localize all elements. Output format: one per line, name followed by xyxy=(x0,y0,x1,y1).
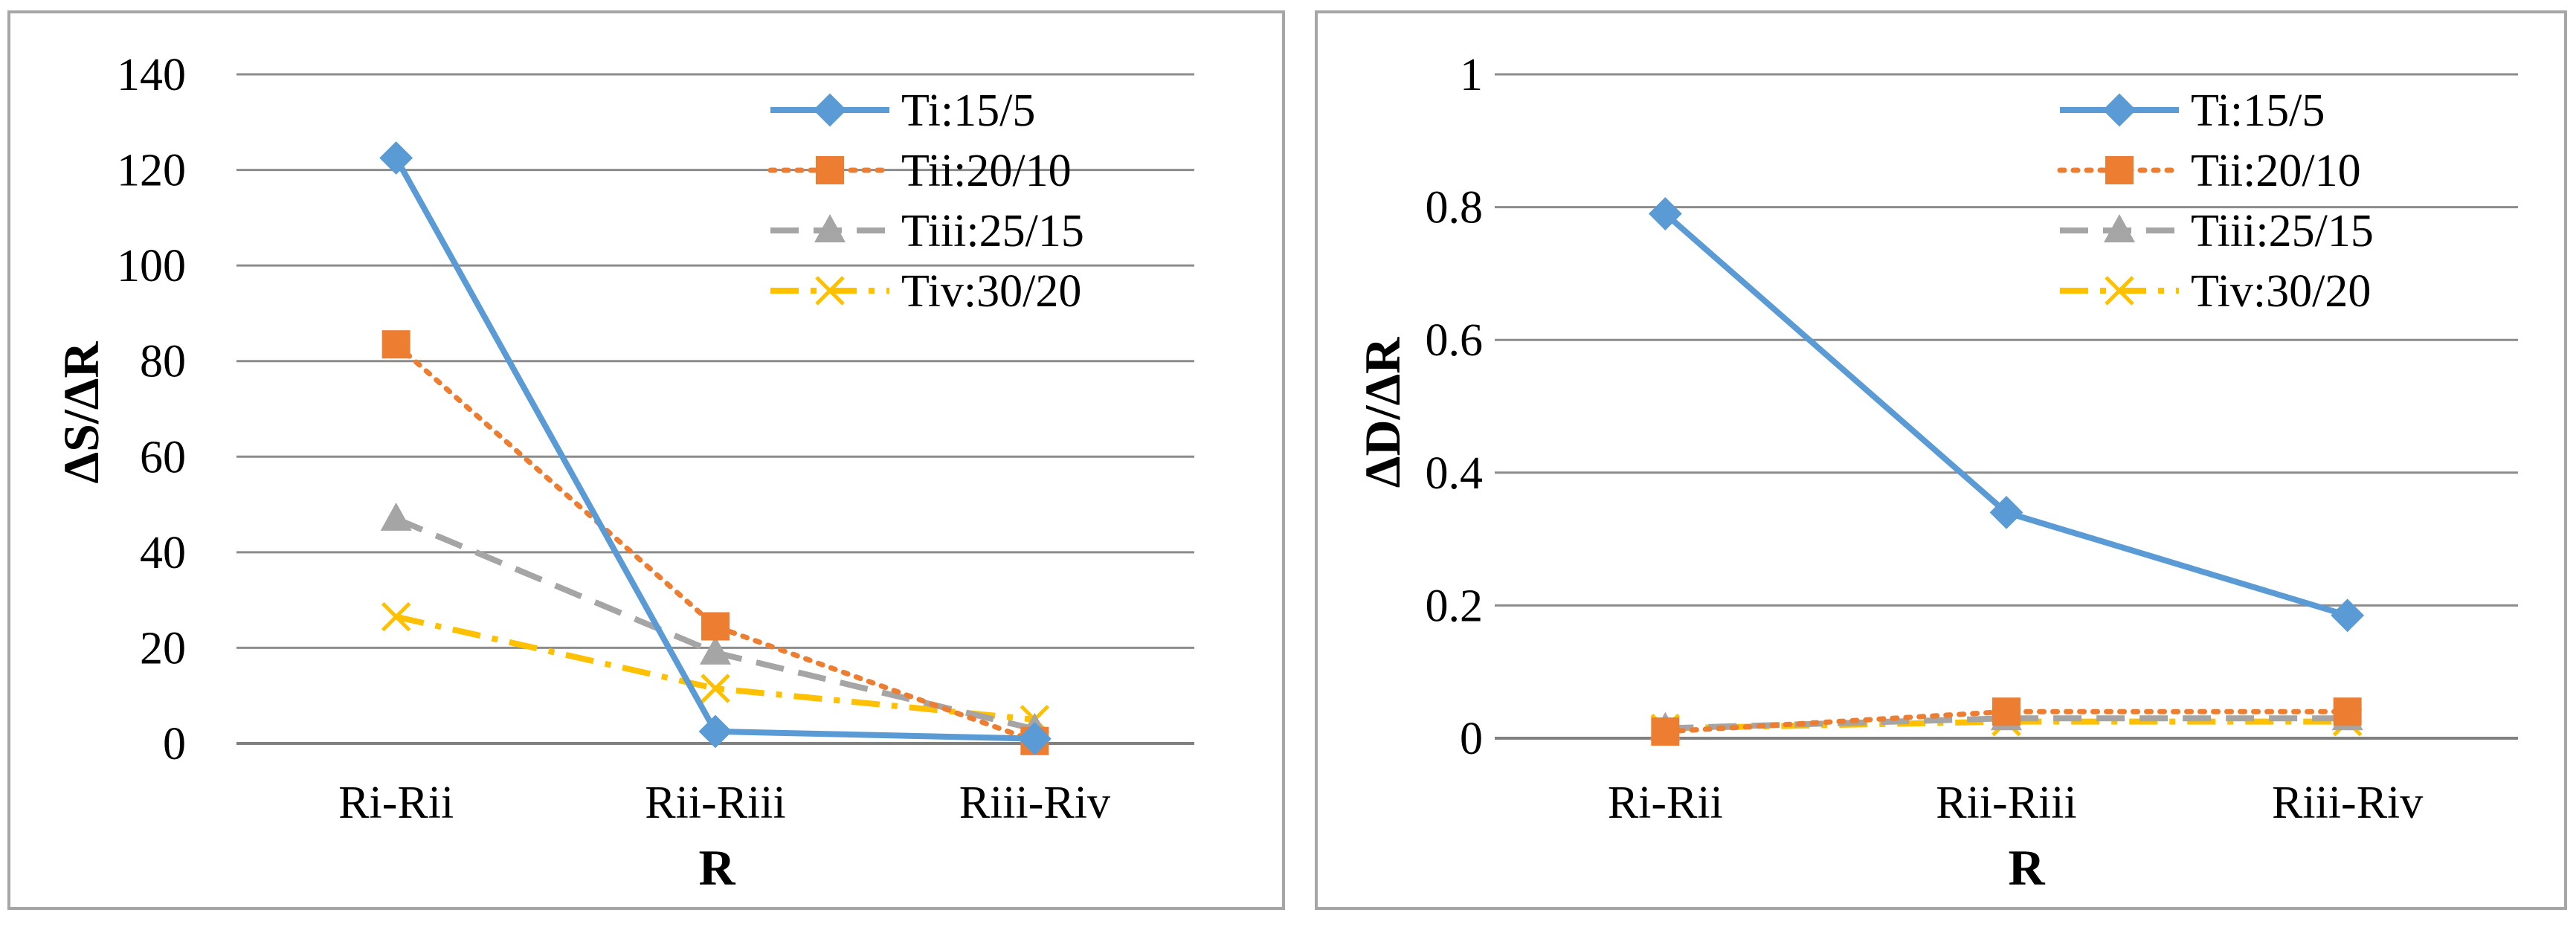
y-tick-label: 140 xyxy=(117,50,186,100)
data-point-marker xyxy=(1989,495,2023,529)
legend-item-ti-15-5: Ti:15/5 xyxy=(770,85,1035,136)
legend-item-tiii-25-15: Tiii:25/15 xyxy=(2060,206,2374,256)
legend-label: Ti:15/5 xyxy=(901,85,1035,136)
data-point-marker xyxy=(379,141,413,175)
y-tick-label: 0.6 xyxy=(1426,315,1484,366)
data-point-marker xyxy=(1017,722,1052,755)
data-point-marker xyxy=(1992,697,2020,726)
x-tick-label: Rii-Riii xyxy=(645,778,785,828)
legend-label: Tiii:25/15 xyxy=(901,206,1084,256)
legend-label: Tii:20/10 xyxy=(2191,146,2361,196)
data-point-marker xyxy=(2333,697,2362,726)
x-axis-title: R xyxy=(698,839,735,896)
legend-item-tii-20-10: Tii:20/10 xyxy=(2057,146,2361,196)
legend-marker xyxy=(816,156,844,184)
y-tick-label: 80 xyxy=(140,337,186,387)
legend-item-ti-15-5: Ti:15/5 xyxy=(2060,85,2325,136)
data-point-marker xyxy=(381,601,411,632)
data-point-marker xyxy=(381,330,410,359)
legend: Ti:15/5 Tii:20/10 Tiii:25/15 Tiv:30/20 xyxy=(2057,85,2374,317)
x-tick-labels: Ri-Rii Rii-Riii Riii-Riv xyxy=(338,778,1110,828)
y-tick-label: 1 xyxy=(1460,50,1483,100)
legend-label: Tii:20/10 xyxy=(901,146,1072,196)
legend-item-tiv-30-20: Tiv:30/20 xyxy=(2060,266,2371,317)
x-axis-title: R xyxy=(2008,839,2045,896)
x-tick-label: Ri-Rii xyxy=(1608,778,1723,828)
legend-item-tiv-30-20: Tiv:30/20 xyxy=(770,266,1081,317)
y-tick-label: 60 xyxy=(140,432,186,482)
series-tii-20-10 xyxy=(1651,697,2362,746)
series-lines xyxy=(1648,197,2365,746)
y-axis-title: ΔD/ΔR xyxy=(1354,337,1411,488)
y-axis-title: ΔS/ΔR xyxy=(53,341,109,484)
y-tick-label: 120 xyxy=(117,146,186,196)
legend-marker xyxy=(2104,214,2135,242)
y-tick-label: 0 xyxy=(1460,714,1483,764)
y-tick-labels: 0 0.2 0.4 0.6 0.8 1 xyxy=(1426,50,1484,764)
chart-panel-delta-d: 0 0.2 0.4 0.6 0.8 1 Ri-Rii Rii-Riii Riii-Riv ΔD… xyxy=(1315,10,2567,910)
data-point-marker xyxy=(698,714,732,749)
y-tick-label: 40 xyxy=(140,528,186,578)
legend-item-tiii-25-15: Tiii:25/15 xyxy=(770,206,1084,256)
legend-marker xyxy=(2102,93,2137,127)
x-tick-labels: Ri-Rii Rii-Riii Riii-Riv xyxy=(1608,778,2423,828)
legend-marker xyxy=(813,93,847,127)
x-tick-label: Riii-Riv xyxy=(959,778,1110,828)
series-ti-15-5 xyxy=(1648,197,2365,633)
data-point-marker xyxy=(701,612,730,641)
x-tick-label: Rii-Riii xyxy=(1936,778,2076,828)
y-tick-label: 0.4 xyxy=(1426,448,1484,499)
y-tick-label: 100 xyxy=(117,241,186,291)
series-ti-15-5 xyxy=(379,141,1052,755)
legend-marker xyxy=(2105,156,2134,184)
y-tick-label: 0 xyxy=(163,719,186,769)
chart-frame xyxy=(7,10,1285,910)
legend-marker xyxy=(815,276,845,306)
data-point-marker xyxy=(1651,717,1680,746)
y-tick-label: 20 xyxy=(140,623,186,674)
legend-label: Tiii:25/15 xyxy=(2191,206,2374,256)
legend-label: Tiv:30/20 xyxy=(901,266,1081,317)
data-point-marker xyxy=(700,636,731,665)
data-point-marker xyxy=(1648,197,1682,230)
chart-frame xyxy=(1315,10,2567,910)
x-tick-label: Riii-Riv xyxy=(2272,778,2423,828)
x-tick-label: Ri-Rii xyxy=(338,778,454,828)
legend-label: Ti:15/5 xyxy=(2191,85,2325,136)
y-tick-label: 0.2 xyxy=(1426,581,1484,631)
legend-marker xyxy=(814,214,846,242)
series-line xyxy=(395,613,1035,723)
data-point-marker xyxy=(2331,598,2365,633)
data-point-marker xyxy=(380,502,412,531)
chart-panel-delta-s: 0 20 40 60 80 100 120 140 Ri-Rii Rii-Riii Riii-Ri… xyxy=(7,10,1285,910)
legend: Ti:15/5 Tii:20/10 Tiii:25/15 Tiv:30/20 xyxy=(767,85,1084,317)
legend-marker xyxy=(2105,276,2134,306)
data-point-marker xyxy=(701,674,730,703)
y-tick-label: 0.8 xyxy=(1426,183,1484,233)
y-tick-labels: 0 20 40 60 80 100 120 140 xyxy=(117,50,186,769)
series-lines xyxy=(379,141,1052,755)
legend-label: Tiv:30/20 xyxy=(2191,266,2371,317)
legend-item-tii-20-10: Tii:20/10 xyxy=(767,146,1072,196)
